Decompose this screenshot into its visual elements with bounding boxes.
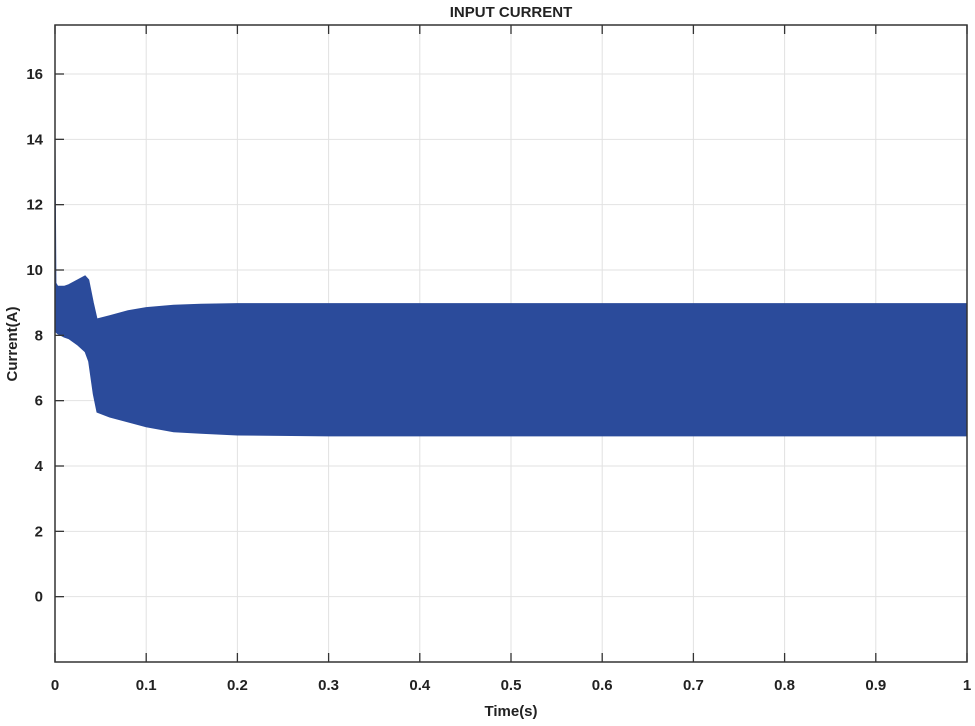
x-tick-label: 0.5 — [501, 677, 522, 694]
x-tick-label: 0.7 — [683, 677, 704, 694]
y-tick-label: 14 — [26, 131, 43, 148]
x-tick-label: 0.8 — [774, 677, 795, 694]
axes: 0 0.1 0.2 0.3 0.4 0.5 0.6 0.7 0.8 0.9 102468101214… — [26, 24, 971, 694]
y-tick-label: 2 — [35, 523, 43, 540]
y-tick-label: 8 — [35, 327, 43, 344]
x-tick-label: 0.9 — [865, 677, 886, 694]
x-tick-label: 1 — [963, 677, 971, 694]
y-tick-label: 12 — [26, 197, 43, 214]
x-tick-label: 0.6 — [592, 677, 613, 694]
x-tick-label: 0 — [51, 677, 59, 694]
y-tick-label: 4 — [35, 458, 44, 475]
plot-frame — [54, 24, 968, 663]
x-tick-label: 0.3 — [318, 677, 339, 694]
chart-title: INPUT CURRENT — [450, 4, 573, 21]
x-tick-label: 0.2 — [227, 677, 248, 694]
y-tick-label: 10 — [26, 262, 43, 279]
x-axis-label: Time(s) — [484, 703, 537, 720]
y-axis-label: Current(A) — [4, 307, 21, 382]
x-tick-label: 0.1 — [136, 677, 157, 694]
y-tick-label: 0 — [35, 589, 43, 606]
y-tick-label: 16 — [26, 66, 43, 83]
y-tick-label: 6 — [35, 393, 43, 410]
x-tick-label: 0.4 — [409, 677, 431, 694]
